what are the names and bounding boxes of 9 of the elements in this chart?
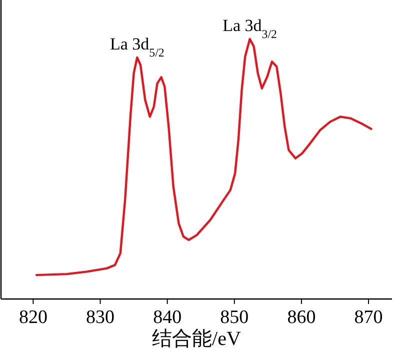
x-tick-label: 830 (86, 307, 115, 328)
annotation: La 3d$_{3/2}$ (222, 16, 278, 41)
x-tick-label: 840 (153, 307, 182, 328)
x-axis-title: 结合能/eV (152, 328, 242, 349)
x-tick-label: 850 (220, 307, 249, 328)
annotation: La 3d$_{5/2}$ (110, 34, 164, 60)
x-tick-label: 820 (18, 307, 48, 328)
x-tick-label: 860 (287, 307, 316, 328)
x-tick-label: 870 (354, 307, 383, 328)
